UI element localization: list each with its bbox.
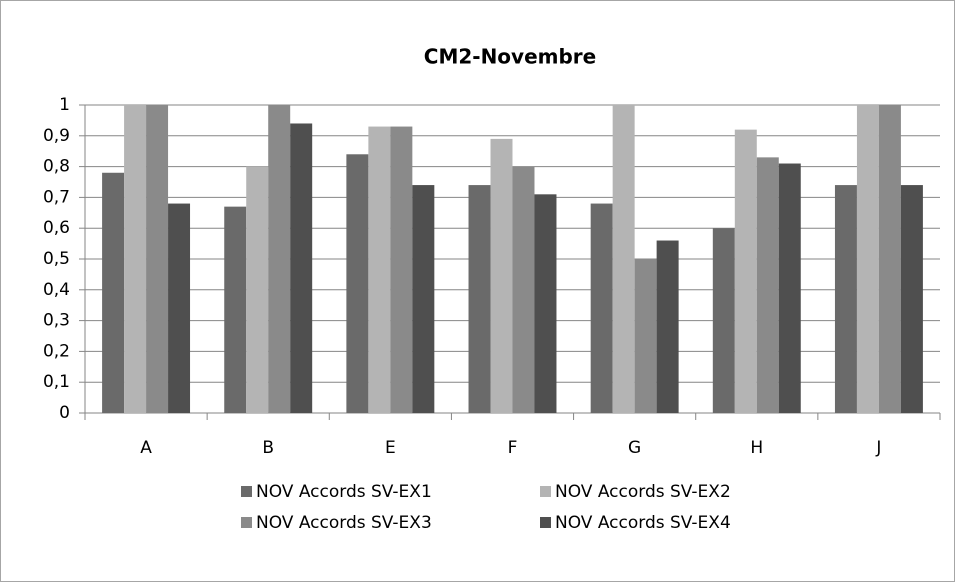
legend-swatch [241,486,252,497]
bar [168,203,191,413]
bar [346,154,369,413]
bar [102,172,125,413]
bar [124,105,147,413]
y-tick-label: 0 [59,403,70,423]
bar [856,105,879,413]
bar [878,105,901,413]
legend-label: NOV Accords SV-EX1 [256,482,432,502]
legend-label: NOV Accords SV-EX4 [555,513,731,533]
bar [656,240,679,413]
bar [268,105,291,413]
x-tick-label: B [262,438,274,458]
x-tick-label: G [628,438,641,458]
y-tick-label: 1 [59,95,70,115]
bar [246,166,269,413]
legend-swatch [241,517,252,528]
legend-label: NOV Accords SV-EX2 [555,482,731,502]
bar [712,228,735,413]
bar [834,185,857,413]
x-tick-label: H [750,438,763,458]
y-tick-label: 0,4 [43,280,70,300]
bar [390,126,413,413]
bar [756,157,779,413]
bar [734,129,757,413]
x-tick-label: J [875,438,881,458]
chart-title: CM2-Novembre [424,45,596,69]
bar [590,203,613,413]
y-tick-label: 0,1 [43,372,70,392]
bar [534,194,557,413]
y-tick-label: 0,8 [43,157,70,177]
y-tick-label: 0,2 [43,341,70,361]
y-tick-label: 0,9 [43,126,70,146]
bar [290,123,313,413]
bar [490,138,513,413]
bar [512,166,535,413]
bar [412,185,435,413]
legend-label: NOV Accords SV-EX3 [256,513,432,533]
bar [634,259,657,413]
x-tick-label: A [140,438,152,458]
legend-swatch [540,486,551,497]
bar [368,126,391,413]
bar [468,185,491,413]
bar [900,185,923,413]
bar [612,105,635,413]
bar [778,163,801,413]
y-tick-label: 0,5 [43,249,70,269]
y-tick-label: 0,3 [43,311,70,331]
y-tick-label: 0,6 [43,218,70,238]
y-tick-label: 0,7 [43,187,70,207]
x-tick-label: F [508,438,518,458]
legend-swatch [540,517,551,528]
bar [224,206,247,413]
bar [146,105,169,413]
x-tick-label: E [385,438,396,458]
